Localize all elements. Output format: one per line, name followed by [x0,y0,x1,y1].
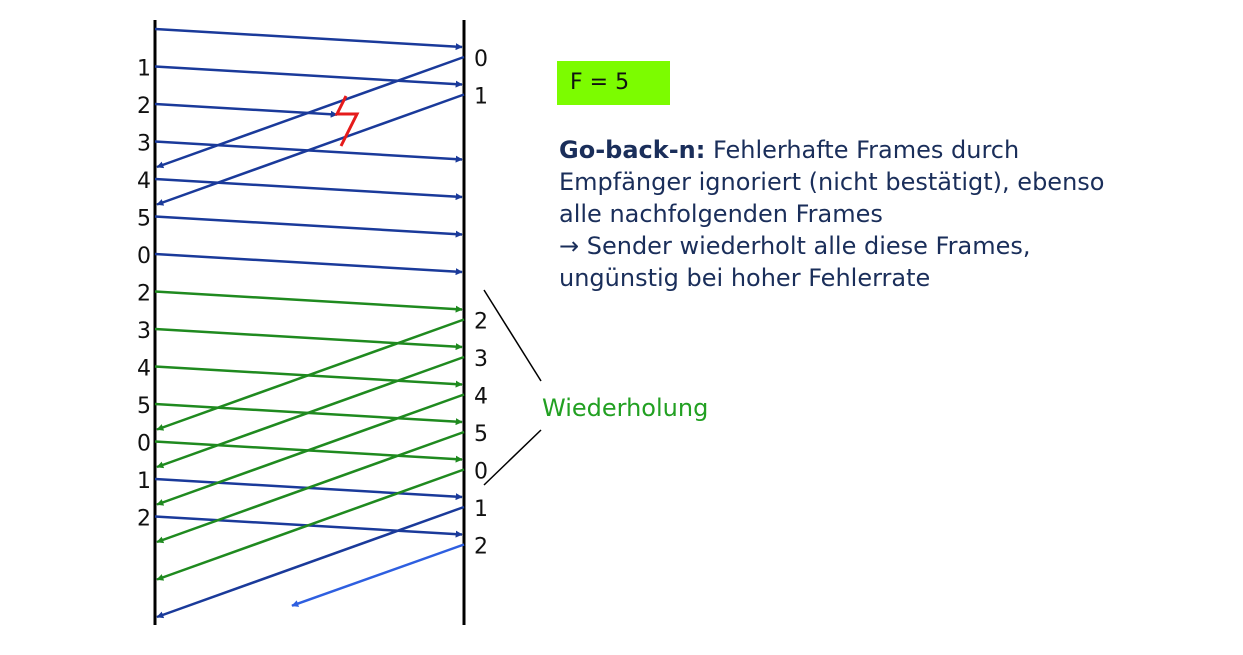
receiver-label: 2 [474,310,488,335]
sender-label: 1 [137,469,151,494]
sender-label: 4 [137,169,151,194]
sender-label: 3 [137,319,151,344]
sender-label: 4 [137,357,151,382]
repeat-ack-arrow [156,468,465,581]
receiver-label: 0 [474,460,488,485]
receiver-sequence-labels: 0 1 2 3 4 5 0 1 2 [474,47,488,560]
sender-label: 5 [137,394,151,419]
retransmitted-frame-arrow [154,327,463,351]
window-size-badge: F = 5 [557,61,670,105]
ack-arrow [156,505,465,619]
repeat-bracket-upper [483,289,542,382]
repeat-label: Wiederholung [542,392,708,424]
frame-arrow [154,215,463,238]
repeat-label-text: Wiederholung [542,394,709,422]
receiver-label: 1 [474,85,488,110]
ack-arrows [156,55,465,619]
receiver-label: 3 [474,347,488,372]
frame-arrows [154,27,463,538]
description-text: Go-back-n: Fehlerhafte Frames durch Empf… [559,134,1199,294]
sender-label: 2 [137,94,151,119]
repeat-ack-arrow [156,355,465,469]
sender-label: 2 [137,507,151,532]
sender-label: 0 [137,244,151,269]
sender-label: 2 [137,282,151,307]
sender-label: 1 [137,57,151,82]
receiver-label: 0 [474,47,488,72]
frame-arrow [154,177,463,201]
receiver-label: 2 [474,535,488,560]
repeat-ack-arrow [156,393,465,506]
description-term: Go-back-n: [559,136,706,164]
sender-label: 0 [137,432,151,457]
description-line: → Sender wiederholt alle diese Frames, [559,232,1031,260]
sender-label: 3 [137,132,151,157]
sender-sequence-labels: 1 2 3 4 5 0 2 3 4 5 0 1 2 [137,57,151,532]
description-line: Fehlerhafte Frames durch [705,136,1020,164]
receiver-label: 4 [474,385,488,410]
ack-arrow [156,93,465,206]
description-line: alle nachfolgenden Frames [559,200,883,228]
pending-ack-arrow [291,543,465,607]
description-line: ungünstig bei hoher Fehlerrate [559,264,931,292]
frame-arrow [154,27,463,51]
frame-arrow [154,65,463,88]
repeat-bracket-lower [483,429,542,486]
description-line: Empfänger ignoriert (nicht bestätigt), e… [559,168,1105,196]
receiver-label: 5 [474,422,488,447]
frame-arrow [154,252,463,276]
retransmitted-frame-arrow [154,290,463,313]
repeat-ack-arrow [156,318,465,431]
ack-arrow [156,55,465,169]
sender-label: 5 [137,207,151,232]
transmission-error-icon [334,95,360,147]
receiver-label: 1 [474,497,488,522]
repeat-ack-arrow [156,430,465,544]
window-size-text: F = 5 [570,70,630,95]
